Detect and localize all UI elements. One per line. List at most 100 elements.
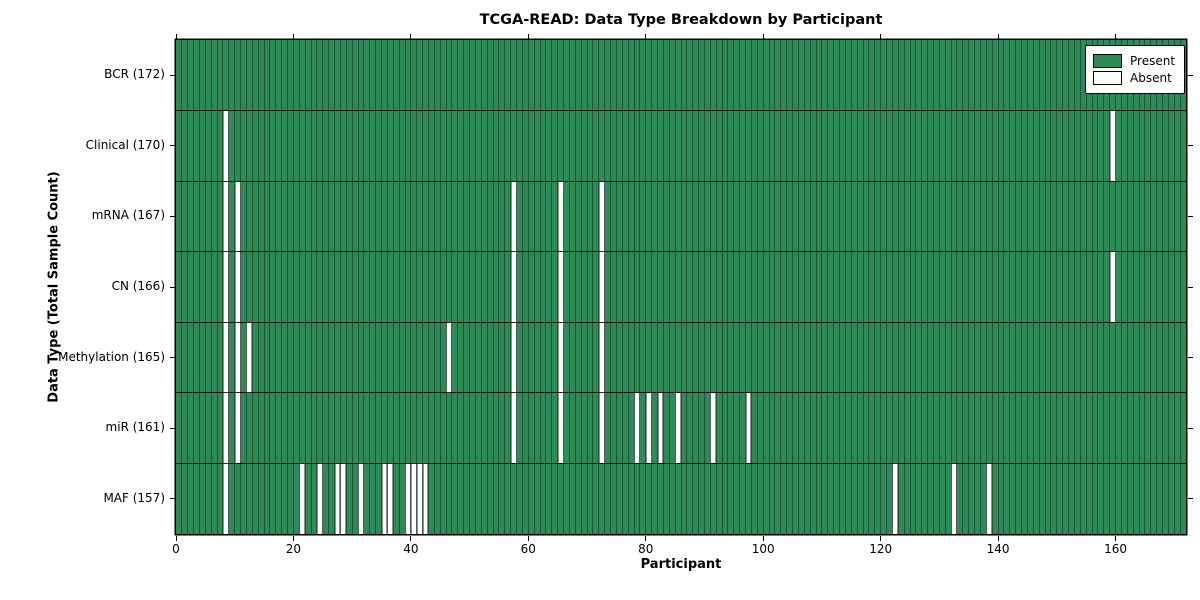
cell-border-line (363, 40, 365, 534)
x-tick-label: 60 (520, 542, 536, 556)
x-tick-label: 80 (638, 542, 654, 556)
cell-border-line (985, 40, 987, 534)
y-tick-right (1187, 498, 1193, 500)
x-tick-top (762, 33, 764, 39)
y-tick-right (1187, 286, 1193, 288)
absent-cell-miR-p91 (710, 392, 717, 464)
cell-border-line (328, 40, 330, 534)
cell-border-line (422, 40, 424, 534)
x-tick-bottom (997, 535, 999, 541)
cell-border-line (287, 40, 289, 534)
cell-border-line (1050, 40, 1052, 534)
absent-cell-Methylation-p65 (557, 322, 564, 393)
cell-border-line (187, 40, 189, 534)
absent-cell-miR-p8 (222, 392, 229, 464)
absent-cell-MAF-p21 (299, 463, 306, 534)
cell-border-line (304, 40, 306, 534)
cell-border-line (492, 40, 494, 534)
cell-border-line (563, 40, 565, 534)
cell-border-line (498, 40, 500, 534)
cell-border-line (874, 40, 876, 534)
cell-border-line (762, 40, 764, 534)
cell-border-line (322, 40, 324, 534)
row-separator-line (176, 321, 1186, 323)
y-tick-label-MAF: MAF (157) (103, 490, 165, 505)
absent-cell-miR-p78 (634, 392, 640, 464)
x-tick-bottom (410, 535, 412, 541)
cell-border-line (1026, 40, 1028, 534)
cell-border-line (668, 40, 670, 534)
absent-cell-mRNA-p10 (234, 181, 241, 252)
absent-cell-MAF-p31 (358, 463, 364, 534)
cell-border-line (1015, 40, 1017, 534)
absent-cell-miR-p80 (645, 392, 652, 464)
cell-border-line (880, 40, 882, 534)
x-tick-bottom (880, 535, 882, 541)
cell-border-line (891, 40, 893, 534)
cell-border-line (803, 40, 805, 534)
absent-cell-CN-p159 (1109, 251, 1116, 323)
cell-border-line (240, 40, 242, 534)
cell-border-line (962, 40, 964, 534)
cell-border-line (410, 40, 412, 534)
cell-border-line (580, 40, 582, 534)
cell-border-line (815, 40, 817, 534)
cell-border-line (210, 40, 212, 534)
cell-border-line (198, 40, 200, 534)
cell-border-line (428, 40, 429, 534)
cell-border-line (504, 40, 506, 534)
cell-border-line (698, 40, 700, 534)
cell-border-line (545, 40, 547, 534)
absent-cell-MAF-p8 (222, 463, 229, 534)
cell-border-line (756, 40, 758, 534)
absent-cell-CN-p57 (510, 251, 517, 323)
cell-border-line (1156, 40, 1158, 534)
cell-border-line (921, 40, 923, 534)
cell-border-line (533, 40, 535, 534)
cell-border-line (674, 40, 676, 534)
cell-border-line (621, 40, 623, 534)
cell-border-line (439, 40, 441, 534)
legend: Present Absent (1085, 45, 1186, 94)
cell-border-line (774, 40, 776, 534)
cell-border-line (269, 40, 271, 534)
cell-border-line (298, 40, 300, 534)
cell-border-line (463, 40, 465, 534)
cell-border-line (915, 40, 917, 534)
absent-cell-CN-p10 (234, 251, 241, 323)
cell-border-line (850, 40, 852, 534)
cell-border-line (516, 40, 518, 534)
cell-border-line (1150, 40, 1152, 534)
x-axis-label: Participant (640, 557, 722, 572)
absent-cell-miR-p10 (234, 392, 241, 464)
cell-border-line (715, 40, 717, 534)
cell-border-line (551, 40, 553, 534)
cell-border-line (968, 40, 970, 534)
cell-border-line (598, 40, 600, 534)
cell-border-line (927, 40, 929, 534)
cell-border-line (933, 40, 934, 534)
cell-border-line (1091, 40, 1093, 534)
y-tick-label-Clinical: Clinical (170) (85, 137, 165, 152)
x-tick-bottom (762, 535, 764, 541)
cell-border-line (979, 40, 981, 534)
cell-border-line (469, 40, 471, 534)
row-separator-line (176, 110, 1186, 112)
cell-border-line (521, 40, 523, 534)
legend-swatch-present (1093, 54, 1122, 68)
cell-border-line (709, 40, 711, 534)
cell-border-line (944, 40, 946, 534)
cell-border-line (821, 40, 823, 534)
cell-border-line (1115, 40, 1117, 534)
cell-border-line (251, 40, 253, 534)
x-tick-top (645, 33, 647, 39)
absent-cell-CN-p65 (557, 251, 564, 323)
cell-border-line (568, 40, 570, 534)
cell-border-line (281, 40, 283, 534)
cell-border-line (474, 40, 476, 534)
cell-border-line (1120, 40, 1122, 534)
cell-border-line (938, 40, 940, 534)
cell-border-line (780, 40, 782, 534)
cell-border-line (604, 40, 606, 534)
x-tick-bottom (645, 535, 647, 541)
